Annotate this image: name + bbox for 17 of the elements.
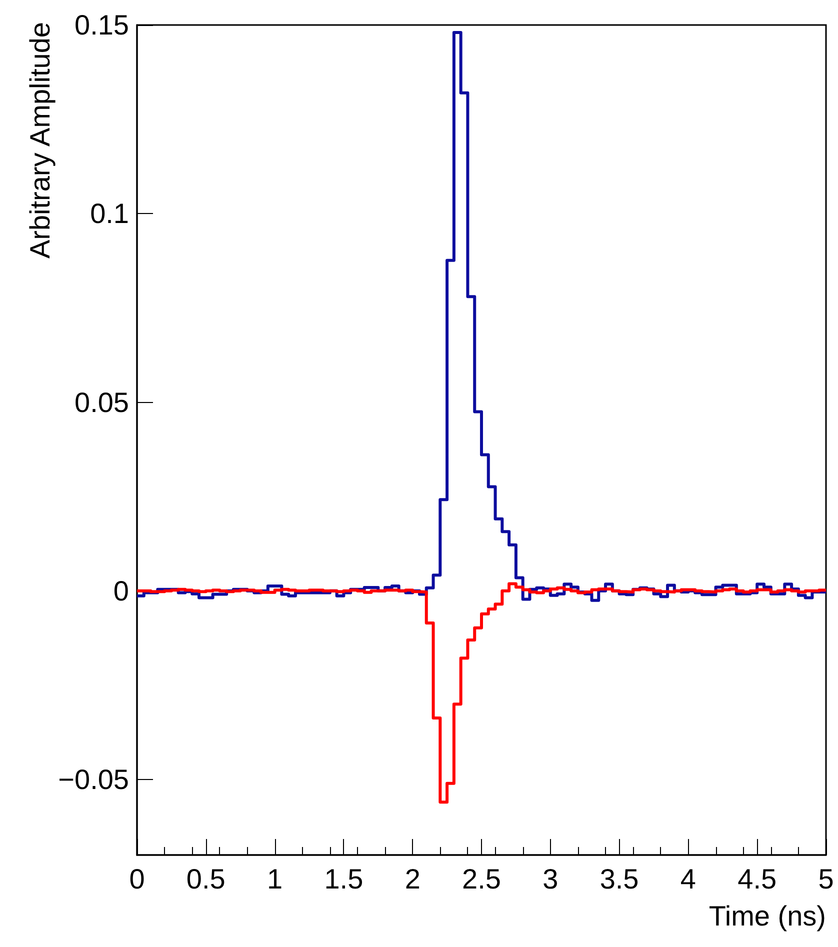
x-axis-title: Time (ns) <box>708 900 826 932</box>
y-tick-label: 0.1 <box>90 198 129 230</box>
x-tick-label: 3.5 <box>600 864 639 894</box>
x-tick-label: 5 <box>818 864 834 894</box>
x-tick-label: 1 <box>267 864 283 894</box>
y-tick-label: 0 <box>113 575 129 606</box>
x-tick-label: 2.5 <box>462 864 501 894</box>
x-tick-label: 1.5 <box>324 864 364 894</box>
x-tick-label: 2 <box>404 864 420 894</box>
y-axis-title: Arbitrary Amplitude <box>24 22 56 259</box>
x-tick-label: 3 <box>542 864 558 894</box>
x-tick-label: 4.5 <box>738 864 777 894</box>
x-tick-label: 0.5 <box>186 864 226 894</box>
x-tick-label: 4 <box>680 864 696 894</box>
y-tick-label: 0.15 <box>74 10 129 40</box>
y-tick-label: −0.05 <box>58 764 129 796</box>
y-tick-label: 0.05 <box>74 386 129 418</box>
